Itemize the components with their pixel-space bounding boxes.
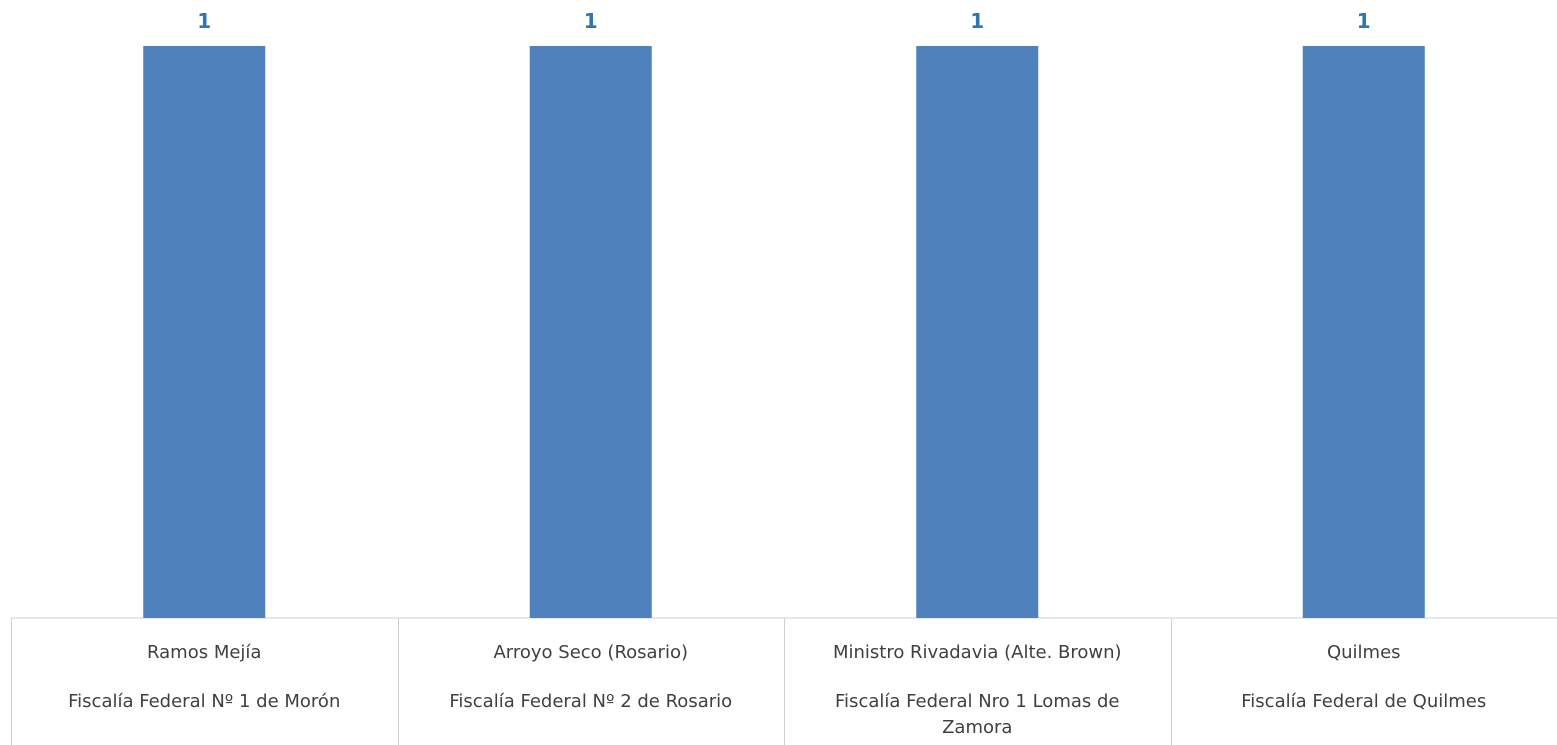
bar — [529, 46, 652, 618]
category-label-office: Fiscalía Federal Nro 1 Lomas de Zamora — [835, 691, 1119, 738]
bar — [1302, 46, 1425, 618]
data-label: 1 — [197, 9, 211, 33]
category-label-location: Ramos Mejía — [147, 642, 261, 663]
category-label-office: Fiscalía Federal Nº 1 de Morón — [68, 691, 340, 712]
data-label: 1 — [584, 9, 598, 33]
category-label-location: Ministro Rivadavia (Alte. Brown) — [833, 642, 1122, 663]
category-label-location: Arroyo Seco (Rosario) — [493, 642, 688, 663]
bar — [143, 46, 266, 618]
category-label-location: Quilmes — [1327, 642, 1401, 663]
data-label: 1 — [1357, 9, 1371, 33]
category-label-office: Fiscalía Federal Nº 2 de Rosario — [449, 691, 732, 712]
bar — [916, 46, 1039, 618]
data-label: 1 — [970, 9, 984, 33]
category-label-office: Fiscalía Federal de Quilmes — [1241, 691, 1486, 712]
